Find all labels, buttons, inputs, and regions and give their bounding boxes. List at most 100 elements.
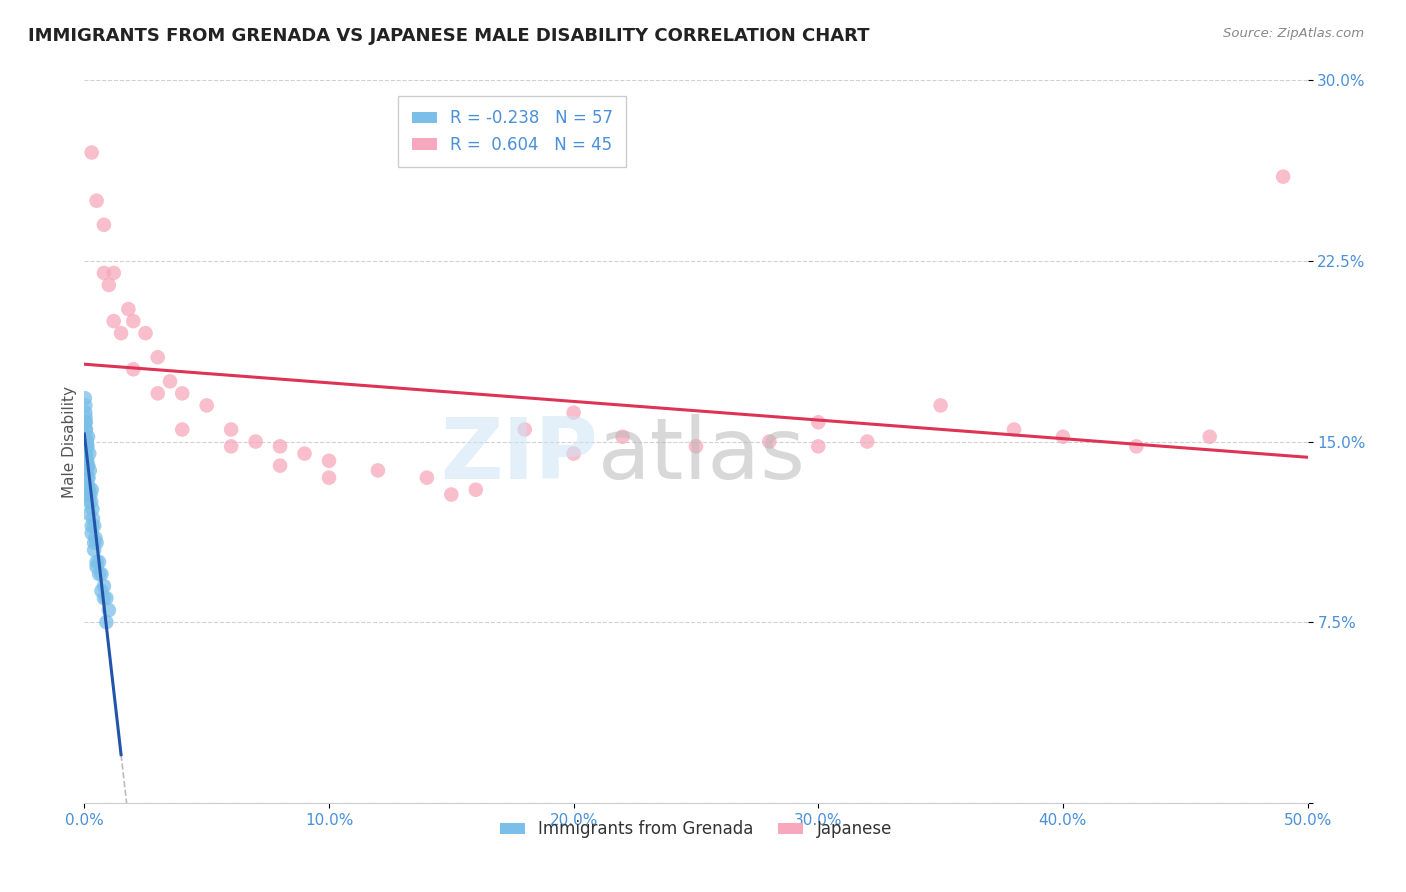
Point xyxy=(77,478,100,492)
Point xyxy=(83,535,105,549)
Point xyxy=(513,422,536,436)
Point xyxy=(117,301,139,317)
Point xyxy=(93,266,115,280)
Point xyxy=(86,559,108,574)
Point xyxy=(77,494,100,508)
Point xyxy=(440,487,463,501)
Point xyxy=(75,398,97,412)
Point xyxy=(86,194,108,208)
Point xyxy=(76,434,98,449)
Point xyxy=(172,422,194,436)
Point xyxy=(80,145,103,160)
Point xyxy=(269,439,291,453)
Point xyxy=(1198,430,1220,444)
Point xyxy=(76,454,98,468)
Point xyxy=(416,470,439,484)
Point xyxy=(80,483,103,497)
Point xyxy=(245,434,267,449)
Point xyxy=(122,362,145,376)
Point xyxy=(1125,439,1147,453)
Point xyxy=(86,555,108,569)
Text: ZIP: ZIP xyxy=(440,415,598,498)
Point xyxy=(929,398,952,412)
Point xyxy=(75,446,97,460)
Point xyxy=(807,415,830,429)
Point xyxy=(77,430,100,444)
Point xyxy=(110,326,132,340)
Point xyxy=(77,487,100,501)
Point xyxy=(1272,169,1295,184)
Point xyxy=(80,518,103,533)
Point xyxy=(82,502,104,516)
Point xyxy=(159,374,181,388)
Point xyxy=(96,591,118,605)
Point xyxy=(195,398,218,412)
Point xyxy=(90,583,112,598)
Point xyxy=(79,463,101,477)
Point xyxy=(97,277,120,292)
Point xyxy=(75,415,97,429)
Point xyxy=(318,454,340,468)
Point xyxy=(86,535,108,549)
Point xyxy=(93,218,115,232)
Point xyxy=(76,458,98,473)
Point xyxy=(75,406,97,420)
Point xyxy=(685,439,707,453)
Point xyxy=(77,507,100,521)
Point xyxy=(90,567,112,582)
Text: IMMIGRANTS FROM GRENADA VS JAPANESE MALE DISABILITY CORRELATION CHART: IMMIGRANTS FROM GRENADA VS JAPANESE MALE… xyxy=(28,27,870,45)
Text: atlas: atlas xyxy=(598,415,806,498)
Point xyxy=(83,518,105,533)
Point xyxy=(562,446,585,460)
Point xyxy=(77,470,100,484)
Point xyxy=(1052,430,1074,444)
Point xyxy=(76,458,98,473)
Point xyxy=(80,526,103,541)
Point xyxy=(76,463,98,477)
Point xyxy=(75,422,97,436)
Point xyxy=(97,603,120,617)
Point xyxy=(75,439,97,453)
Point xyxy=(464,483,486,497)
Point xyxy=(103,266,125,280)
Y-axis label: Male Disability: Male Disability xyxy=(62,385,77,498)
Point xyxy=(562,406,585,420)
Point xyxy=(103,314,125,328)
Point xyxy=(76,439,98,453)
Point xyxy=(612,430,634,444)
Point xyxy=(856,434,879,449)
Point xyxy=(146,386,169,401)
Point xyxy=(146,350,169,364)
Point xyxy=(96,615,118,630)
Point xyxy=(73,391,96,405)
Point xyxy=(269,458,291,473)
Point xyxy=(77,483,100,497)
Point xyxy=(93,579,115,593)
Point xyxy=(1002,422,1025,436)
Point xyxy=(73,439,96,453)
Point xyxy=(367,463,389,477)
Point xyxy=(219,422,242,436)
Point xyxy=(172,386,194,401)
Point xyxy=(87,555,110,569)
Point xyxy=(87,567,110,582)
Point xyxy=(135,326,157,340)
Point xyxy=(807,439,830,453)
Point xyxy=(77,458,100,473)
Point xyxy=(76,434,98,449)
Legend: Immigrants from Grenada, Japanese: Immigrants from Grenada, Japanese xyxy=(494,814,898,845)
Point xyxy=(75,422,97,436)
Point xyxy=(75,410,97,425)
Point xyxy=(75,415,97,429)
Point xyxy=(75,430,97,444)
Point xyxy=(93,591,115,605)
Point xyxy=(84,531,107,545)
Point xyxy=(80,494,103,508)
Point xyxy=(75,439,97,453)
Point xyxy=(758,434,780,449)
Point xyxy=(75,434,97,449)
Point xyxy=(76,470,98,484)
Point xyxy=(122,314,145,328)
Point xyxy=(75,451,97,466)
Point xyxy=(77,446,100,460)
